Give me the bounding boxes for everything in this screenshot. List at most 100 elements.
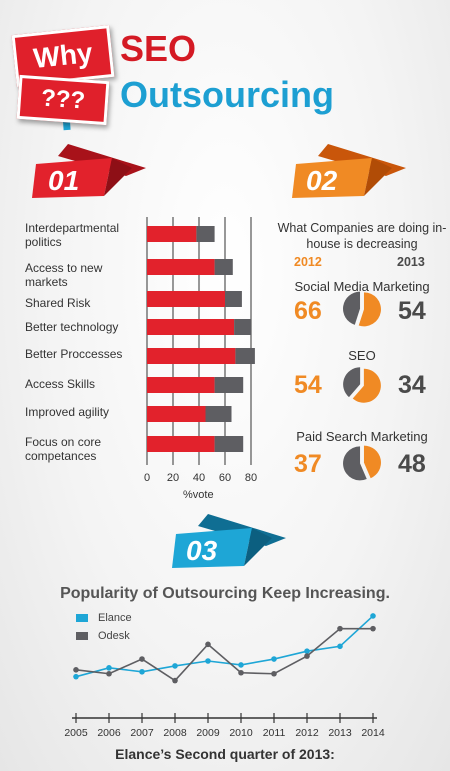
point-elance — [205, 658, 211, 664]
value-2013-social: 54 — [398, 297, 426, 325]
pie-slice-2012 — [352, 368, 381, 403]
x-tick-label: 80 — [245, 472, 257, 484]
value-2012-social: 66 — [294, 297, 322, 325]
bar-label: Access to new markets — [25, 261, 103, 289]
section3-footer: Elance’s Second quarter of 2013: — [115, 746, 335, 762]
year-2013: 2013 — [397, 255, 425, 269]
value-2013-seo: 34 — [398, 371, 426, 399]
point-odesk — [205, 641, 211, 648]
vote-bar-chart: 0 20 40 60 80 — [144, 217, 257, 484]
badge-03-label: 03 — [186, 535, 218, 566]
x-tick-label: 2014 — [361, 727, 385, 739]
section3-title: Popularity of Outsourcing Keep Increasin… — [60, 585, 390, 602]
bar-segment — [147, 226, 197, 242]
bar-label: Improved agility — [25, 405, 110, 419]
point-odesk — [337, 625, 343, 632]
popularity-line-chart: 2005 2006 2007 2008 2009 2010 2011 2012 2013 2014 — [64, 613, 385, 739]
pie-slice-2013 — [343, 367, 361, 398]
pie-slice-2013 — [343, 291, 361, 325]
point-odesk — [304, 653, 310, 659]
value-2012-paid: 37 — [294, 450, 322, 478]
title-outsourcing: Outsourcing — [120, 74, 334, 115]
series-line-elance — [75, 615, 374, 678]
point-elance — [271, 656, 277, 662]
pie-social-media — [343, 291, 381, 327]
x-tick-label: 2007 — [130, 727, 154, 739]
point-elance — [238, 662, 244, 668]
x-tick-label: 2012 — [295, 727, 319, 739]
point-odesk — [271, 670, 277, 677]
bar-segment — [147, 406, 206, 422]
x-axis-label: %vote — [183, 489, 214, 501]
pie-paid-search — [343, 445, 381, 481]
x-tick-label: 2009 — [196, 727, 220, 739]
point-elance — [370, 613, 376, 619]
x-tick-label: 20 — [167, 472, 179, 484]
bar-segment — [147, 319, 235, 335]
category-seo: SEO — [348, 348, 376, 363]
year-2012: 2012 — [294, 255, 322, 269]
legend-swatch-elance — [76, 614, 88, 622]
x-tick-label: 60 — [219, 472, 231, 484]
legend-elance: Elance — [98, 612, 132, 624]
point-elance — [304, 648, 310, 654]
series-line-odesk — [75, 627, 373, 682]
bar-label: Better technology — [25, 320, 119, 334]
badge-02: 02 — [292, 144, 406, 198]
point-elance — [139, 668, 145, 675]
point-odesk — [172, 677, 178, 684]
badge-01: 01 — [32, 144, 146, 198]
x-tick-label: 2005 — [64, 727, 88, 739]
point-elance — [106, 665, 112, 671]
point-elance — [337, 643, 343, 650]
bar-segment — [147, 377, 215, 393]
pie-seo — [343, 367, 381, 403]
bar-segment — [214, 436, 244, 452]
question-text: ??? — [40, 84, 86, 115]
bar-segment — [225, 291, 242, 307]
bar-label: Interdepartmental politics — [25, 221, 120, 249]
category-social-media: Social Media Marketing — [294, 279, 430, 294]
bar-segment — [214, 259, 233, 275]
legend-swatch-odesk — [76, 632, 88, 640]
bar-label: Better Proccesses — [25, 347, 123, 361]
bar-label: Access Skills — [25, 377, 96, 391]
bar-label: Focus on core competances — [25, 435, 102, 463]
point-elance — [172, 663, 178, 669]
x-tick-label: 0 — [144, 472, 150, 484]
badge-01-label: 01 — [48, 165, 79, 196]
x-tick-label: 40 — [193, 472, 205, 484]
pie-slice-2012 — [358, 292, 381, 327]
value-2013-paid: 48 — [398, 450, 426, 478]
bar-segment — [147, 436, 215, 452]
x-tick-label: 2011 — [263, 727, 286, 739]
bar-segment — [214, 377, 244, 393]
bar-label: Shared Risk — [25, 296, 91, 310]
point-odesk — [73, 667, 79, 673]
why-text: Why — [31, 36, 94, 75]
bar-segment — [205, 406, 232, 422]
bar-segment — [147, 259, 215, 275]
x-tick-label: 2008 — [163, 727, 187, 739]
bar-segment — [147, 348, 236, 364]
point-odesk — [139, 656, 145, 662]
pie-slice-2013 — [343, 446, 367, 481]
category-paid-search: Paid Search Marketing — [296, 429, 428, 444]
bar-segment — [234, 319, 251, 335]
bar-segment — [147, 291, 225, 307]
question-sign: ??? — [16, 74, 110, 126]
pie-slice-2012 — [363, 445, 381, 479]
value-2012-seo: 54 — [294, 371, 322, 399]
point-elance — [73, 673, 79, 680]
section2-heading: What Companies are doing in-house is dec… — [277, 221, 447, 251]
point-odesk — [238, 669, 244, 676]
point-odesk — [106, 670, 112, 677]
bar-segment — [235, 348, 255, 364]
bar-segment — [196, 226, 215, 242]
title-seo: SEO — [120, 28, 197, 69]
badge-03: 03 — [172, 514, 286, 568]
point-odesk — [370, 625, 376, 632]
x-tick-label: 2010 — [229, 727, 253, 739]
legend-odesk: Odesk — [98, 630, 130, 642]
x-tick-label: 2013 — [328, 727, 352, 739]
